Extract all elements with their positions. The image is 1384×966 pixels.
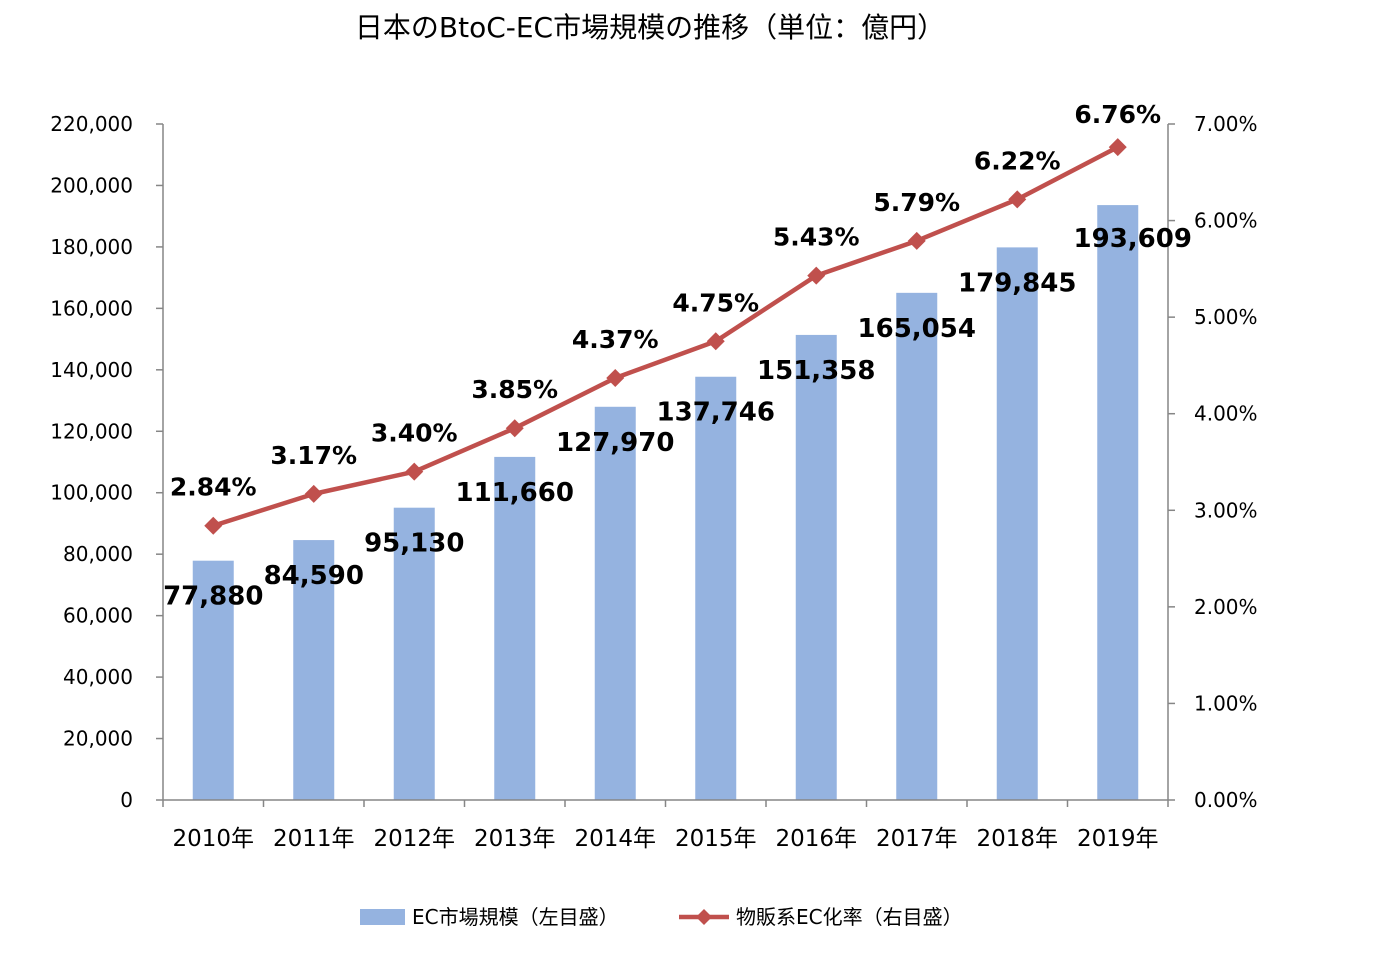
right-tick-label: 3.00% xyxy=(1194,498,1258,522)
right-tick-label: 4.00% xyxy=(1194,402,1258,426)
line-series-group xyxy=(204,138,1127,535)
bar-2012年 xyxy=(393,507,435,800)
line-series-path xyxy=(212,145,1119,528)
left-tick-label: 40,000 xyxy=(63,665,133,689)
x-tick-label: 2010年 xyxy=(172,826,254,852)
bar-2013年 xyxy=(494,456,536,800)
bar-2010年 xyxy=(192,560,234,800)
line-value-label: 6.76% xyxy=(1074,100,1161,129)
right-tick-label: 5.00% xyxy=(1194,305,1258,329)
left-tick-label: 100,000 xyxy=(50,481,133,505)
right-tick-label: 0.00% xyxy=(1194,788,1258,812)
right-tick-label: 6.00% xyxy=(1194,209,1258,233)
bar-value-label: 179,845 xyxy=(958,268,1076,298)
left-tick-label: 160,000 xyxy=(50,296,133,320)
bar-value-label: 193,609 xyxy=(1074,224,1192,254)
x-tick-label: 2016年 xyxy=(775,826,857,852)
legend-line-marker xyxy=(696,909,712,925)
bar-2018年 xyxy=(996,247,1038,800)
line-point-2011年 xyxy=(304,484,323,503)
line-value-label: 3.85% xyxy=(471,375,558,404)
left-tick-label: 120,000 xyxy=(50,419,133,443)
x-tick-label: 2018年 xyxy=(976,826,1058,852)
bar-2014年 xyxy=(594,406,636,800)
line-point-2013年 xyxy=(505,419,524,438)
right-tick-label: 7.00% xyxy=(1194,112,1258,136)
bar-2011年 xyxy=(293,540,335,800)
line-value-label: 6.22% xyxy=(974,146,1061,175)
bar-2019年 xyxy=(1097,205,1139,800)
line-value-label: 3.17% xyxy=(270,441,357,470)
left-tick-label: 80,000 xyxy=(63,542,133,566)
x-tick-label: 2015年 xyxy=(675,826,757,852)
bar-value-label: 84,590 xyxy=(264,561,364,591)
line-value-label: 4.37% xyxy=(572,325,659,354)
left-tick-label: 200,000 xyxy=(50,173,133,197)
bar-value-label: 111,660 xyxy=(456,478,574,508)
line-point-2010年 xyxy=(204,516,223,535)
bar-value-label: 95,130 xyxy=(364,529,464,559)
bar-value-label: 127,970 xyxy=(556,428,674,458)
line-point-2017年 xyxy=(907,231,926,250)
bar-2017年 xyxy=(896,292,938,800)
line-point-2012年 xyxy=(405,462,424,481)
axes-group: 0 20,000 40,000 60,000 80,000 100,000 120,000 1… xyxy=(50,112,1257,852)
legend-bar-label: EC市場規模（左目盛） xyxy=(412,905,619,929)
left-tick-label: 60,000 xyxy=(63,604,133,628)
bar-value-label: 151,358 xyxy=(757,356,875,386)
line-point-2019年 xyxy=(1108,138,1127,157)
x-tick-label: 2017年 xyxy=(876,826,958,852)
x-tick-label: 2019年 xyxy=(1077,826,1159,852)
line-value-label: 2.84% xyxy=(170,473,257,502)
right-tick-label: 2.00% xyxy=(1194,595,1258,619)
left-tick-label: 140,000 xyxy=(50,358,133,382)
x-tick-label: 2014年 xyxy=(574,826,656,852)
bar-2015年 xyxy=(695,376,737,800)
left-tick-label: 20,000 xyxy=(63,727,133,751)
x-tick-label: 2011年 xyxy=(273,826,355,852)
line-value-label: 5.43% xyxy=(773,223,860,252)
line-point-2015年 xyxy=(706,332,725,351)
bar-2016年 xyxy=(795,334,837,800)
line-value-label: 4.75% xyxy=(672,288,759,317)
right-tick-label: 1.00% xyxy=(1194,691,1258,715)
legend-line-label: 物販系EC化率（右目盛） xyxy=(736,905,963,929)
line-value-label: 3.40% xyxy=(371,419,458,448)
legend-bar-swatch xyxy=(360,909,405,925)
left-tick-label: 220,000 xyxy=(50,112,133,136)
bar-value-label: 137,746 xyxy=(657,398,775,428)
x-tick-label: 2013年 xyxy=(474,826,556,852)
x-tick-label: 2012年 xyxy=(373,826,455,852)
line-point-2014年 xyxy=(606,368,625,387)
chart-title: 日本のBtoC-EC市場規模の推移（単位：億円） xyxy=(354,11,946,44)
legend: EC市場規模（左目盛） 物販系EC化率（右目盛） xyxy=(360,905,963,929)
bars-group xyxy=(192,205,1139,800)
bar-value-label: 165,054 xyxy=(858,314,976,344)
line-point-2018年 xyxy=(1008,190,1027,209)
line-point-2016年 xyxy=(807,266,826,285)
line-value-label: 5.79% xyxy=(873,188,960,217)
left-tick-label: 0 xyxy=(120,788,133,812)
bar-value-label: 77,880 xyxy=(163,582,263,612)
left-tick-label: 180,000 xyxy=(50,235,133,259)
